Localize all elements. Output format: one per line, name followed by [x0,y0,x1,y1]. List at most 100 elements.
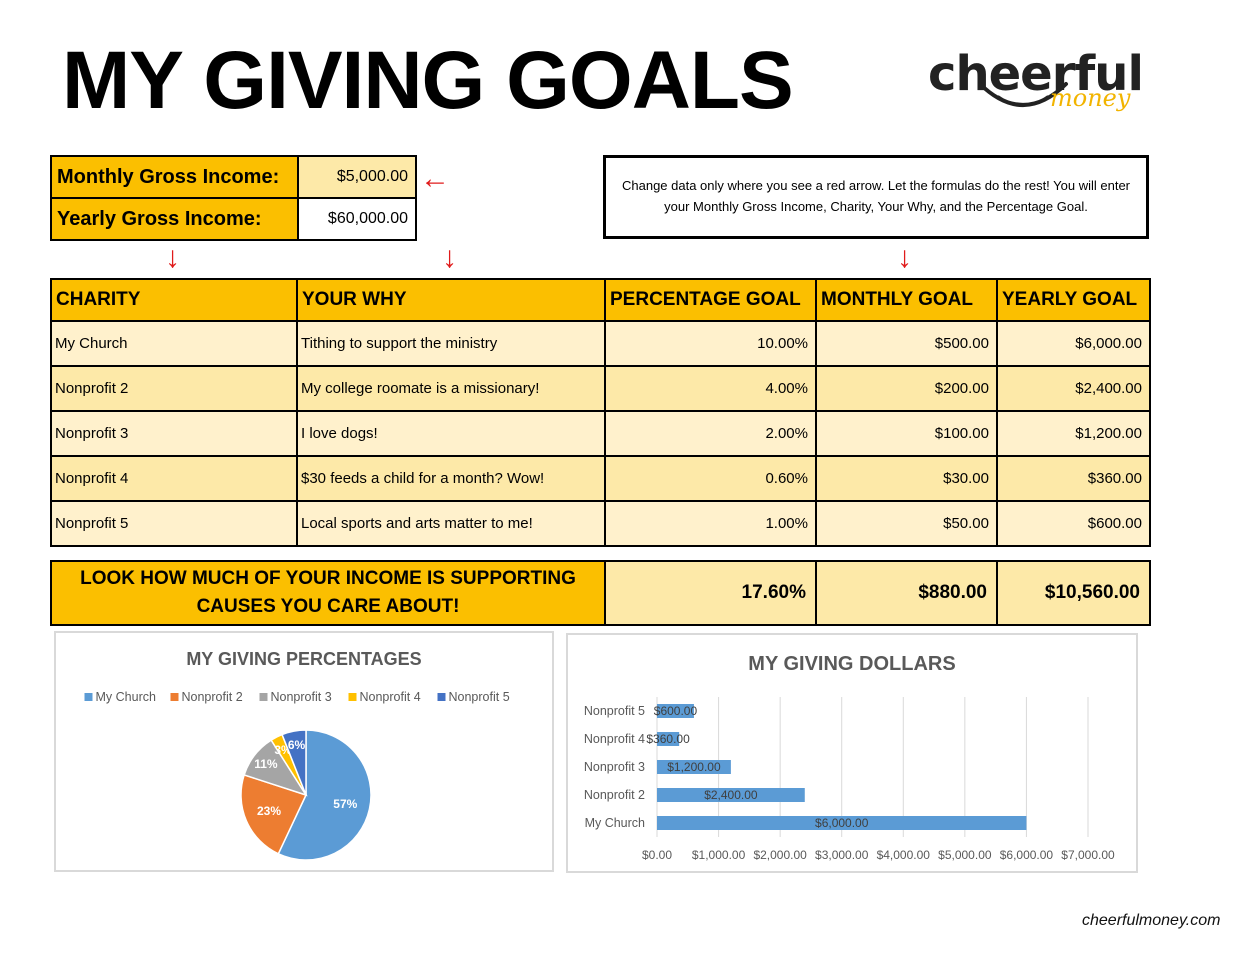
x-tick-label-7: $6,000.00 [1000,848,1054,862]
yearly-cell: $600.00 [996,500,1151,547]
why-cell[interactable]: My college roomate is a missionary! [296,365,606,412]
header-monthly-goal: MONTHLY GOAL [815,278,998,322]
summary-row: LOOK HOW MUCH OF YOUR INCOME IS SUPPORTI… [50,560,1151,626]
legend-label-5: Nonprofit 5 [449,690,510,704]
y-category-label-3: Nonprofit 3 [584,760,645,774]
red-arrow-down-icon: ↓ [897,241,912,274]
y-category-label-2: Nonprofit 4 [584,732,645,746]
header-percentage-goal: PERCENTAGE GOAL [604,278,817,322]
percentage-cell[interactable]: 4.00% [604,365,817,412]
y-category-label-5: My Church [585,816,645,830]
income-table: Monthly Gross Income: $5,000.00 Yearly G… [50,155,417,241]
monthly-cell: $50.00 [815,500,998,547]
table-row: Nonprofit 4 $30 feeds a child for a mont… [50,455,1151,502]
bar-data-label-5: $6,000.00 [815,816,869,830]
monthly-income-row: Monthly Gross Income: $5,000.00 [50,155,417,199]
giving-goals-table: CHARITY YOUR WHY PERCENTAGE GOAL MONTHLY… [50,278,1151,547]
logo-sub: money [1050,84,1131,112]
yearly-income-value: $60,000.00 [297,197,417,241]
bar-chart-svg: MY GIVING DOLLARS $0.00 $1,000.00 $2,000.00… [584,653,1115,862]
x-tick-label-5: $4,000.00 [877,848,931,862]
percentage-cell[interactable]: 1.00% [604,500,817,547]
summary-table: LOOK HOW MUCH OF YOUR INCOME IS SUPPORTI… [50,560,1151,626]
monthly-income-label: Monthly Gross Income: [50,155,299,199]
yearly-cell: $360.00 [996,455,1151,502]
legend-label-2: Nonprofit 2 [182,690,243,704]
legend-swatch-5 [437,693,446,701]
charity-cell[interactable]: Nonprofit 2 [50,365,298,412]
summary-label-line2: CAUSES YOU CARE ABOUT! [196,596,460,617]
bar-3 [657,760,731,774]
pie-label-1: 57% [333,797,357,811]
monthly-cell: $200.00 [815,365,998,412]
legend-swatch-4 [348,693,357,701]
pie-slice-2 [240,773,308,855]
charity-cell[interactable]: Nonprofit 5 [50,500,298,547]
yearly-income-label: Yearly Gross Income: [50,197,299,241]
why-cell[interactable]: I love dogs! [296,410,606,457]
summary-label: LOOK HOW MUCH OF YOUR INCOME IS SUPPORTI… [50,560,606,626]
legend-label-4: Nonprofit 4 [360,690,421,704]
monthly-cell: $100.00 [815,410,998,457]
why-cell[interactable]: $30 feeds a child for a month? Wow! [296,455,606,502]
legend-label-1: My Church [96,690,156,704]
x-tick-label-3: $2,000.00 [753,848,807,862]
yearly-cell: $6,000.00 [996,320,1151,367]
table-row: Nonprofit 2 My college roomate is a miss… [50,365,1151,412]
why-cell[interactable]: Local sports and arts matter to me! [296,500,606,547]
giving-dollars-chart: MY GIVING DOLLARS $0.00 $1,000.00 $2,000.00… [566,633,1138,873]
footer-website: cheerfulmoney.com [1082,912,1221,929]
bar-data-label-4: $2,400.00 [704,788,758,802]
pie-slice-1 [277,729,372,861]
table-header-row: CHARITY YOUR WHY PERCENTAGE GOAL MONTHLY… [50,278,1151,322]
y-category-label-4: Nonprofit 2 [584,788,645,802]
header-charity: CHARITY [50,278,298,322]
summary-yearly: $10,560.00 [996,560,1151,626]
monthly-cell: $30.00 [815,455,998,502]
bar-5 [657,816,1027,830]
bar-data-label-3: $1,200.00 [667,760,721,774]
x-tick-label-2: $1,000.00 [692,848,746,862]
table-row: Nonprofit 3 I love dogs! 2.00% $100.00 $… [50,410,1151,457]
legend-swatch-3 [259,693,268,701]
bar-data-label-1: $600.00 [654,704,698,718]
x-tick-label-1: $0.00 [642,848,672,862]
x-tick-label-8: $7,000.00 [1061,848,1115,862]
why-cell[interactable]: Tithing to support the ministry [296,320,606,367]
header-yearly-goal: YEARLY GOAL [996,278,1151,322]
bar-data-label-2: $360.00 [646,732,690,746]
bar-1 [657,704,694,718]
charity-cell[interactable]: Nonprofit 4 [50,455,298,502]
legend-label-3: Nonprofit 3 [271,690,332,704]
red-arrow-down-icon: ↓ [442,241,457,274]
yearly-cell: $2,400.00 [996,365,1151,412]
percentage-cell[interactable]: 2.00% [604,410,817,457]
pie-label-5: 6% [288,738,306,752]
instructions-note: Change data only where you see a red arr… [603,155,1149,239]
pie-label-3: 11% [254,757,278,771]
charity-cell[interactable]: Nonprofit 3 [50,410,298,457]
monthly-cell: $500.00 [815,320,998,367]
giving-percentages-chart: MY GIVING PERCENTAGES My Church Nonprofit … [54,631,554,872]
yearly-income-row: Yearly Gross Income: $60,000.00 [50,197,417,241]
red-arrow-down-icon: ↓ [165,241,180,274]
legend-swatch-1 [84,693,93,701]
summary-monthly: $880.00 [815,560,998,626]
logo-word: cheerful [928,46,1144,102]
x-tick-label-4: $3,000.00 [815,848,869,862]
header-your-why: YOUR WHY [296,278,606,322]
pie-chart-svg: MY GIVING PERCENTAGES My Church Nonprofit … [84,649,510,861]
legend-swatch-2 [170,693,179,701]
monthly-income-value[interactable]: $5,000.00 [297,155,417,199]
pie-chart-title: MY GIVING PERCENTAGES [186,649,421,669]
pie-slice-5 [281,729,307,796]
summary-percentage: 17.60% [604,560,817,626]
bar-4 [657,788,805,802]
percentage-cell[interactable]: 10.00% [604,320,817,367]
y-category-label-1: Nonprofit 5 [584,704,645,718]
red-arrow-left-icon: ← [420,162,450,195]
charity-cell[interactable]: My Church [50,320,298,367]
table-row: My Church Tithing to support the ministr… [50,320,1151,367]
percentage-cell[interactable]: 0.60% [604,455,817,502]
cheerful-money-logo: cheerful money [928,50,1144,125]
